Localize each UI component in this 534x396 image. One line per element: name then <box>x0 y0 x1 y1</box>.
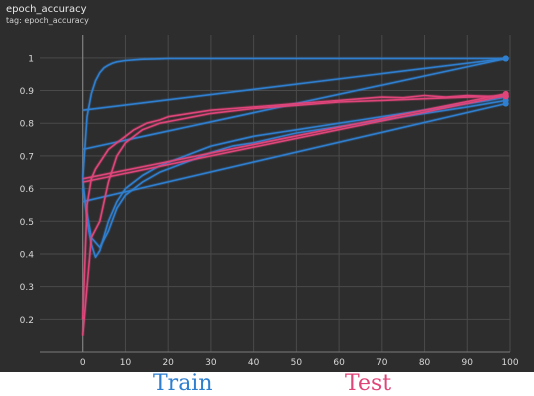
x-tick-label: 50 <box>291 358 303 368</box>
series-end-point <box>502 55 509 62</box>
x-tick-label: 60 <box>333 358 345 368</box>
y-tick-label: 0.7 <box>20 152 34 162</box>
series-end-point <box>502 100 509 107</box>
accuracy-chart: 0.2 0.3 0.4 0.5 0.6 0.7 0.8 0.9 1 0 10 20 30 40 50 60 7… <box>20 35 519 368</box>
y-tick-label: 0.2 <box>20 316 34 326</box>
panel-tag: tag: epoch_accuracy <box>6 16 89 25</box>
legend-train: Train <box>153 371 213 396</box>
x-tick-labels: 0 10 20 30 40 50 60 70 80 90 100 <box>80 358 519 368</box>
series-line-glow <box>80 95 507 259</box>
x-tick-label: 40 <box>248 358 260 368</box>
x-tick-label: 70 <box>376 358 388 368</box>
panel-title: epoch_accuracy <box>6 4 87 15</box>
x-tick-label: 10 <box>120 358 132 368</box>
series-line <box>82 93 506 180</box>
series-line <box>81 96 506 259</box>
legend-test: Test <box>345 371 392 396</box>
chart-panel: 0.2 0.3 0.4 0.5 0.6 0.7 0.8 0.9 1 0 10 20 30 40 50 60 7… <box>0 0 534 372</box>
series-lines <box>80 56 507 336</box>
y-tick-label: 0.5 <box>20 218 34 228</box>
x-tick-label: 90 <box>462 358 474 368</box>
y-tick-label: 1 <box>28 54 34 64</box>
y-tick-labels: 0.2 0.3 0.4 0.5 0.6 0.7 0.8 0.9 1 <box>20 54 35 325</box>
series-line <box>82 102 506 203</box>
x-tick-label: 100 <box>501 358 518 368</box>
x-tick-label: 80 <box>419 358 431 368</box>
y-tick-label: 0.8 <box>20 120 35 130</box>
y-tick-label: 0.3 <box>20 283 34 293</box>
x-tick-label: 30 <box>205 358 217 368</box>
series-line <box>82 94 506 183</box>
series-end-point <box>502 90 509 97</box>
y-tick-label: 0.9 <box>20 87 35 97</box>
series-line <box>82 57 506 111</box>
end-points <box>502 55 509 107</box>
y-tick-label: 0.4 <box>20 250 35 260</box>
x-tick-label: 20 <box>162 358 174 368</box>
x-tick-label: 0 <box>80 358 86 368</box>
series-line <box>81 94 506 320</box>
series-line <box>81 57 506 179</box>
y-tick-label: 0.6 <box>20 185 35 195</box>
series-line <box>81 95 506 336</box>
